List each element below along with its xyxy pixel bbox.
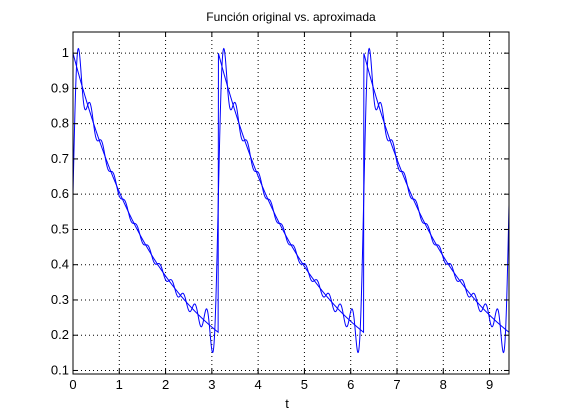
ticks [72,32,509,374]
y-tick-label: 0.3 [51,292,69,307]
y-tick-label: 0.7 [51,151,69,166]
y-tick-label: 0.1 [51,362,69,377]
y-tick-labels: 0.1 0.2 0.3 0.4 0.5 0.6 0.7 0.8 0.9 1 [51,45,69,377]
y-tick-label: 0.8 [51,116,69,131]
y-tick-label: 0.6 [51,186,69,201]
y-tick-label: 0.4 [51,257,69,272]
axes-box [72,31,510,375]
x-tick-label: 0 [69,377,76,392]
y-tick-label: 1 [62,45,69,60]
axes-background [73,32,509,374]
grid [73,32,509,374]
x-tick-label: 8 [440,377,447,392]
x-tick-label: 4 [255,377,262,392]
x-tick-labels: 0 1 2 3 4 5 6 7 8 9 [69,377,493,392]
y-tick-label: 0.2 [51,327,69,342]
x-tick-label: 7 [393,377,400,392]
series-layer [72,47,510,354]
x-tick-label: 5 [301,377,308,392]
y-tick-label: 0.9 [51,80,69,95]
x-axis-label: t [285,396,289,411]
y-tick-label: 0.5 [51,221,69,236]
x-tick-label: 1 [116,377,123,392]
x-tick-label: 9 [486,377,493,392]
x-tick-label: 3 [208,377,215,392]
x-tick-label: 6 [347,377,354,392]
chart-title: Función original vs. aproximada [206,10,376,24]
series-line-approximation [72,47,510,354]
x-tick-label: 2 [162,377,169,392]
